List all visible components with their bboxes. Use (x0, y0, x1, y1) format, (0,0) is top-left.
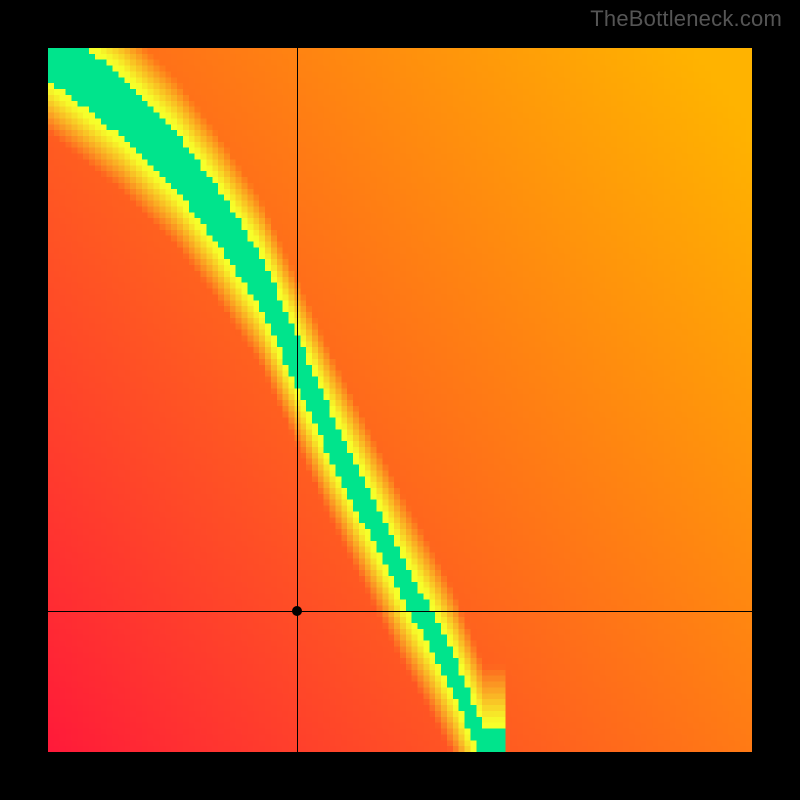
plot-area (48, 48, 752, 752)
heatmap-canvas (48, 48, 752, 752)
chart-frame: TheBottleneck.com (0, 0, 800, 800)
attribution-text: TheBottleneck.com (590, 6, 782, 32)
